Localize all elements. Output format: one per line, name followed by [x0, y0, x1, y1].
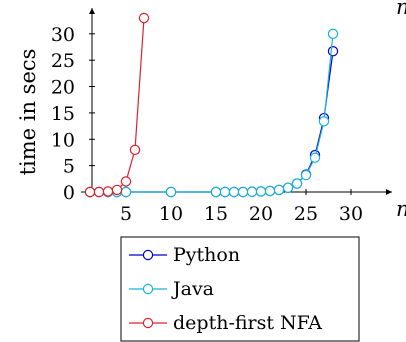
x-axis-label-top: n [396, 0, 406, 19]
legend-label: Java [171, 278, 214, 300]
data-point [111, 184, 123, 196]
y-tick-label: 5 [63, 156, 75, 178]
data-point [255, 186, 267, 197]
data-point [300, 169, 312, 181]
x-tick-label: 30 [339, 203, 363, 225]
data-point [129, 144, 141, 156]
legend-marker [142, 317, 154, 329]
series-1 [84, 28, 339, 198]
x-axis-arrow [386, 189, 392, 195]
x-tick-label: 25 [294, 203, 318, 225]
x-tick-label: 10 [159, 203, 183, 225]
x-axis-label: n [396, 197, 406, 221]
legend-marker [142, 283, 154, 295]
x-tick-label: 15 [204, 203, 228, 225]
y-tick-label: 0 [63, 182, 75, 204]
data-point [165, 186, 177, 198]
x-tick-label: 20 [249, 203, 273, 225]
plot-area: 5 10 15 20 25 30 0 5 10 15 20 25 30 n n [51, 0, 406, 225]
data-point [282, 182, 294, 193]
legend-marker [142, 249, 154, 261]
y-tick-label: 30 [51, 24, 75, 46]
data-point [309, 152, 321, 163]
y-tick-label: 25 [51, 50, 75, 72]
data-point [291, 178, 303, 189]
data-point [219, 186, 231, 198]
data-point [84, 186, 96, 198]
data-point [120, 186, 132, 198]
series-line [90, 17, 145, 193]
data-point [246, 186, 258, 197]
y-axis-arrow [89, 8, 95, 14]
data-point [237, 186, 249, 198]
legend-label: depth-first NFA [173, 312, 322, 334]
series-2 [84, 12, 150, 198]
legend-label: Python [173, 244, 240, 266]
series-0 [84, 46, 339, 198]
data-point [228, 186, 240, 198]
data-point [138, 12, 150, 24]
data-point [102, 186, 114, 197]
series-line [90, 51, 334, 193]
data-point [273, 184, 285, 196]
data-point [318, 116, 330, 127]
y-tick-label: 10 [51, 129, 75, 151]
data-point [93, 186, 105, 198]
data-point [327, 28, 339, 40]
data-point [120, 176, 132, 187]
data-point [210, 186, 222, 198]
y-tick-label: 15 [51, 103, 75, 125]
data-point [264, 185, 276, 197]
series-line [90, 33, 334, 193]
legend: Python Java depth-first NFA [120, 236, 360, 342]
data-point [327, 46, 339, 57]
x-tick-label: 5 [120, 203, 132, 225]
y-tick-label: 20 [51, 77, 75, 99]
y-axis-label: time in secs [16, 49, 40, 176]
